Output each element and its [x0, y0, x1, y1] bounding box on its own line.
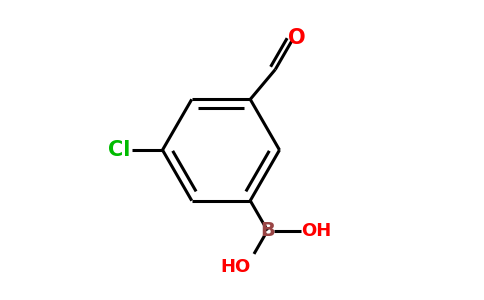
- Text: Cl: Cl: [108, 140, 130, 160]
- Text: OH: OH: [301, 221, 332, 239]
- Text: O: O: [288, 28, 306, 48]
- Text: B: B: [260, 221, 275, 240]
- Text: HO: HO: [221, 258, 251, 276]
